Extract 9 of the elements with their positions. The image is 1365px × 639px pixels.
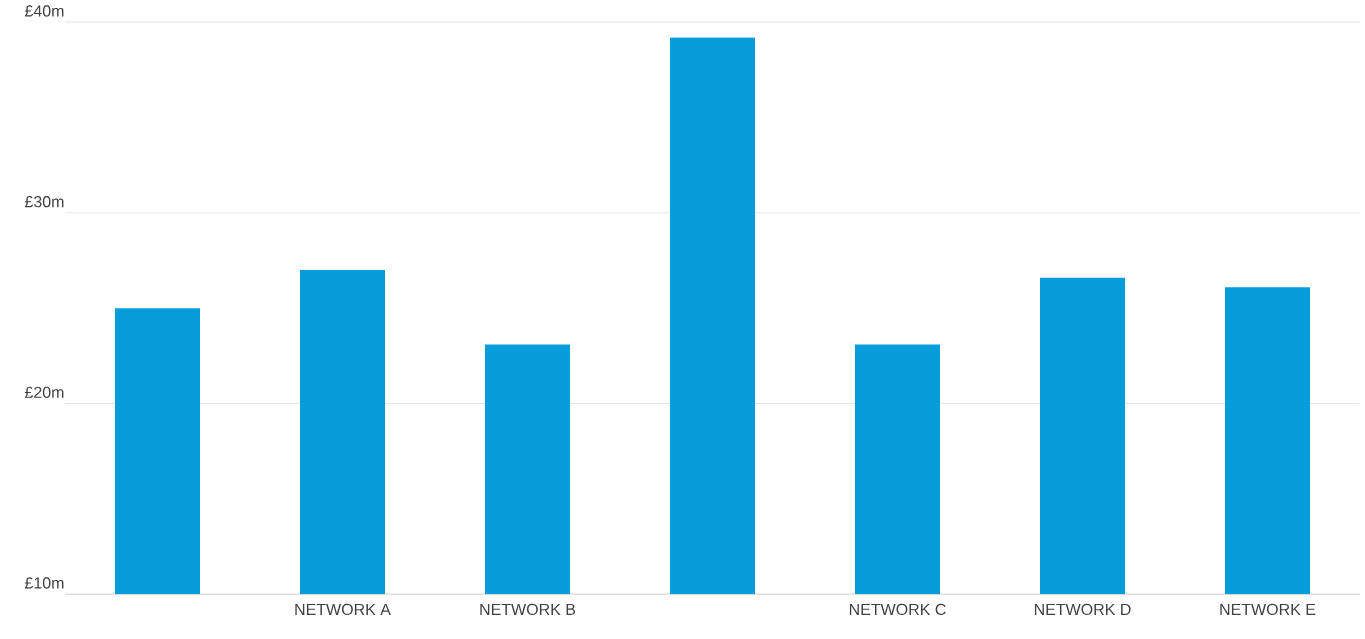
x-tick-label: NETWORK C	[849, 603, 946, 615]
x-tick-label: NETWORK B	[480, 603, 576, 615]
x-tick-label: NETWORK D	[1034, 603, 1131, 615]
y-tick-label: £30m	[24, 195, 64, 208]
x-tick-label: NETWORK E	[1220, 603, 1316, 615]
x-tick-label: NETWORK A	[295, 603, 391, 615]
y-tick-label: £40m	[24, 5, 64, 17]
y-tick-label: £20m	[24, 386, 64, 398]
y-tick-label: £10m	[24, 577, 64, 589]
